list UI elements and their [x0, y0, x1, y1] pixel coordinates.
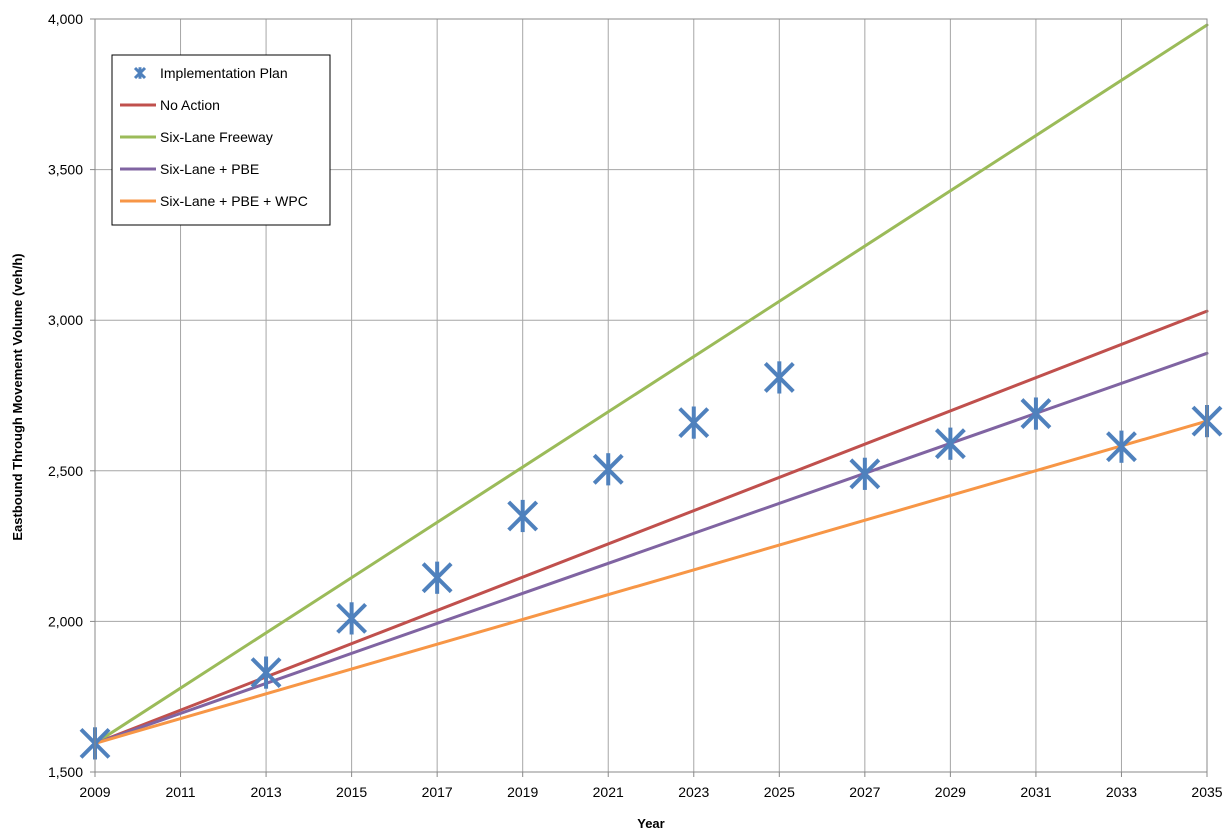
- data-point-implementation-plan: [423, 562, 451, 594]
- x-tick-label: 2015: [336, 784, 367, 800]
- legend-label-implementation-plan: Implementation Plan: [160, 65, 288, 81]
- x-tick-label: 2019: [507, 784, 538, 800]
- legend: Implementation Plan No Action Six-Lane Fre…: [112, 55, 330, 225]
- x-tick-label: 2009: [79, 784, 110, 800]
- y-tick-label: 1,500: [48, 764, 83, 780]
- series-markers: [81, 361, 1221, 759]
- data-point-implementation-plan: [851, 458, 879, 490]
- x-axis-title: Year: [637, 816, 664, 831]
- x-tick-label: 2035: [1191, 784, 1222, 800]
- legend-label-six-lane-freeway: Six-Lane Freeway: [160, 129, 273, 145]
- data-point-implementation-plan: [680, 407, 708, 439]
- data-point-implementation-plan: [1022, 397, 1050, 429]
- y-tick-label: 3,000: [48, 312, 83, 328]
- data-point-implementation-plan: [936, 428, 964, 460]
- data-point-implementation-plan: [509, 500, 537, 532]
- x-tick-label: 2017: [422, 784, 453, 800]
- x-tick-label: 2027: [849, 784, 880, 800]
- x-tick-label: 2025: [764, 784, 795, 800]
- legend-label-no-action: No Action: [160, 97, 220, 113]
- x-tick-label: 2023: [678, 784, 709, 800]
- x-tick-label: 2033: [1106, 784, 1137, 800]
- legend-label-six-lane-pbe: Six-Lane + PBE: [160, 161, 259, 177]
- data-point-implementation-plan: [765, 361, 793, 393]
- x-tick-label: 2013: [250, 784, 281, 800]
- x-tick-label: 2029: [935, 784, 966, 800]
- y-tick-label: 3,500: [48, 162, 83, 178]
- series-line-six-lane-pbe-wpc: [95, 421, 1207, 743]
- data-point-implementation-plan: [338, 602, 366, 634]
- legend-label-six-lane-pbe-wpc: Six-Lane + PBE + WPC: [160, 193, 308, 209]
- data-point-implementation-plan: [594, 453, 622, 485]
- y-axis-title: Eastbound Through Movement Volume (veh/h…: [10, 253, 25, 540]
- y-tick-label: 2,500: [48, 463, 83, 479]
- x-tick-label: 2031: [1020, 784, 1051, 800]
- x-tick-label: 2011: [165, 784, 195, 800]
- data-point-implementation-plan: [1107, 431, 1135, 463]
- x-tick-label: 2021: [593, 784, 624, 800]
- y-tick-label: 4,000: [48, 11, 83, 27]
- y-tick-label: 2,000: [48, 613, 83, 629]
